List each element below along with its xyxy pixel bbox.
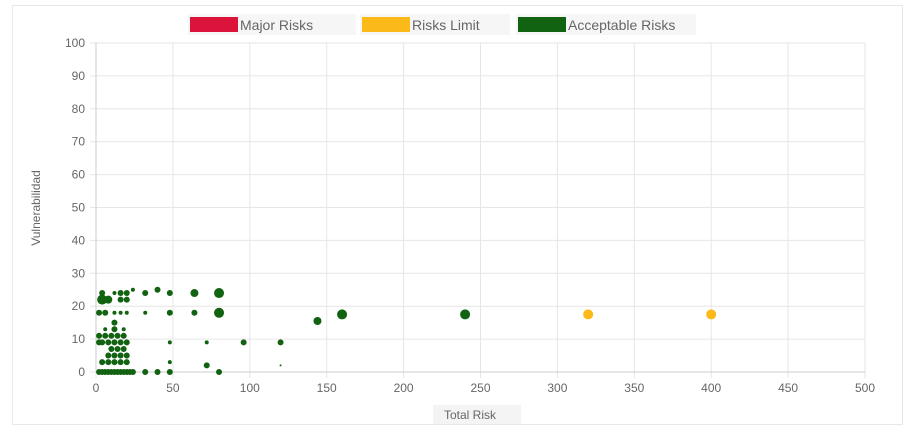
data-point [111,326,118,333]
data-point [117,290,124,297]
y-tick-label: 10 [72,332,86,346]
data-point [105,352,112,359]
data-point [124,310,129,315]
data-point [166,290,173,297]
y-axis-title: Vulnerabilidad [29,170,43,246]
data-point [117,296,124,303]
x-tick-label: 50 [166,381,180,395]
x-axis-title: Total Risk [444,408,497,422]
data-point [190,289,199,298]
y-tick-label: 100 [65,36,85,50]
data-point [130,287,135,292]
data-point [214,307,225,318]
x-tick-label: 300 [547,381,567,395]
legend-swatch [518,17,566,32]
data-point [154,286,161,293]
data-point [203,362,210,369]
data-point [277,339,284,346]
data-point [313,317,322,326]
data-point [112,291,117,296]
x-tick-label: 350 [624,381,644,395]
data-point [154,369,161,375]
data-point [120,345,127,352]
legend-swatch [190,17,238,32]
data-point [118,310,123,315]
data-point [114,332,121,339]
data-point [96,332,103,339]
y-tick-label: 50 [72,201,86,215]
data-point [583,309,594,320]
data-point [167,360,172,365]
data-point [123,290,130,297]
y-tick-label: 20 [72,299,86,313]
x-tick-label: 0 [93,381,100,395]
data-point [279,364,282,367]
legend-label: Major Risks [240,17,313,33]
data-point [120,332,127,339]
data-point [105,359,112,366]
x-tick-label: 100 [240,381,260,395]
data-point [167,340,172,345]
x-tick-label: 500 [855,381,875,395]
data-point [103,327,108,332]
y-tick-label: 90 [72,69,86,83]
y-tick-label: 80 [72,102,86,116]
data-point [214,288,225,299]
data-point [166,309,173,316]
y-tick-label: 0 [78,365,85,379]
legend-label: Risks Limit [412,17,480,33]
data-point [102,309,109,316]
x-tick-label: 450 [778,381,798,395]
data-point [123,339,130,346]
data-point [460,309,471,320]
data-point [108,345,115,352]
x-axis-title-bg [433,405,521,424]
data-point [99,290,106,297]
data-point [204,340,209,345]
y-tick-label: 70 [72,135,86,149]
data-point [191,309,198,316]
data-point [99,339,106,346]
data-point [123,352,130,359]
x-tick-label: 400 [701,381,721,395]
data-point [143,310,148,315]
y-tick-label: 30 [72,266,86,280]
data-point [111,339,118,346]
x-tick-label: 250 [470,381,490,395]
data-point [102,332,109,339]
data-point [706,309,717,320]
data-point [114,345,121,352]
data-point [111,319,118,326]
data-point [111,352,118,359]
data-point [112,310,117,315]
data-point [216,369,223,375]
data-point [111,359,118,366]
data-point [240,339,247,346]
data-point [123,296,130,303]
data-point [121,327,126,332]
data-point [117,352,124,359]
chart-frame [12,5,903,425]
data-point [105,339,112,346]
data-point [104,295,113,304]
data-point [123,359,130,366]
x-tick-label: 150 [317,381,337,395]
data-point [97,294,108,305]
data-point [108,332,115,339]
data-point [117,339,124,346]
data-point [142,290,149,297]
x-tick-label: 200 [394,381,414,395]
data-point [129,369,136,375]
legend-label: Acceptable Risks [568,17,675,33]
data-point [96,309,103,316]
data-point [99,359,106,366]
data-point [142,369,149,375]
data-point [337,309,348,320]
legend-swatch [362,17,410,32]
y-tick-label: 40 [72,233,86,247]
y-tick-label: 60 [72,168,86,182]
data-point [117,359,124,366]
data-point [166,369,173,375]
